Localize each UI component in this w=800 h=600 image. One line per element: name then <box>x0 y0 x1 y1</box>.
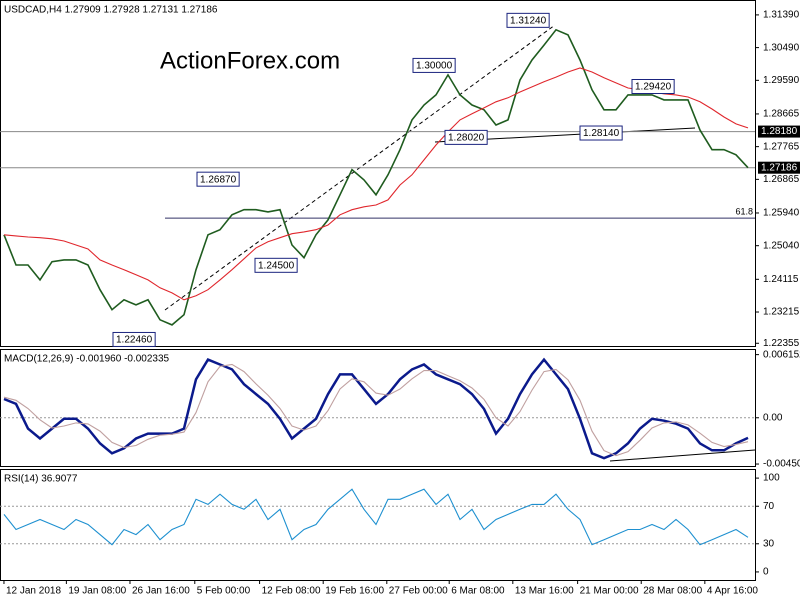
y-tick-label: 100 <box>763 473 780 484</box>
annotation-box <box>112 331 156 347</box>
annotation: 1.31240 <box>506 12 550 28</box>
level-label: 1.28180 <box>761 126 798 137</box>
annotation: 1.26870 <box>196 171 240 187</box>
series-line <box>3 67 749 301</box>
annotation-label: 1.31240 <box>510 15 547 26</box>
panel-title: MACD(12,26,9) -0.001960 -0.002335 <box>4 354 170 365</box>
annotation-label: 1.28140 <box>583 128 620 139</box>
x-tick-label: 28 Mar 08:00 <box>643 586 702 597</box>
y-tick-label: 1.30490 <box>763 42 800 53</box>
trend-line <box>609 449 756 462</box>
annotation: 1.28020 <box>444 129 488 145</box>
series-line <box>3 357 749 460</box>
x-tick-label: 6 Mar 08:00 <box>451 586 505 597</box>
y-tick-label: 1.28665 <box>763 109 800 120</box>
annotation: 1.22460 <box>112 331 156 347</box>
x-tick-label: 13 Mar 16:00 <box>515 586 574 597</box>
annotation-box <box>412 57 456 73</box>
panel-title: RSI(14) 36.9077 <box>4 474 78 485</box>
x-tick-label: 19 Feb 16:00 <box>325 586 384 597</box>
series-line <box>3 363 749 457</box>
level-label: 1.27186 <box>761 162 798 173</box>
annotation-box <box>631 79 675 94</box>
x-tick-label: 12 Jan 2018 <box>6 586 61 597</box>
y-tick-label: 1.25940 <box>763 208 800 219</box>
annotation-label: 1.29420 <box>635 82 672 93</box>
annotation-label: 1.28020 <box>448 133 485 144</box>
x-tick-label: 21 Mar 00:00 <box>580 586 639 597</box>
panel-frame <box>0 469 756 581</box>
level-label-box <box>758 161 800 174</box>
y-tick-label: 30 <box>763 538 775 549</box>
x-tick-label: 26 Jan 16:00 <box>132 586 190 597</box>
y-tick-label: 1.31390 <box>763 10 800 21</box>
annotation-label: 1.24500 <box>258 260 295 271</box>
y-tick-label: 1.23215 <box>763 307 800 318</box>
annotation-box <box>196 171 240 187</box>
annotation: 1.29420 <box>631 79 675 94</box>
x-tick-label: 27 Feb 00:00 <box>389 586 448 597</box>
y-tick-label: 1.24115 <box>763 274 799 285</box>
level-label-box <box>758 125 800 138</box>
y-tick-label: 0.00 <box>763 412 783 423</box>
y-tick-label: 1.27765 <box>763 141 800 152</box>
panel-title: USDCAD,H4 1.27909 1.27928 1.27131 1.2718… <box>4 5 218 16</box>
series-line <box>3 28 749 326</box>
x-tick-label: 5 Feb 00:00 <box>197 586 251 597</box>
annotation-label: 1.26870 <box>200 174 237 185</box>
y-tick-label: 1.29590 <box>763 75 800 86</box>
y-tick-label: 0.006152 <box>763 349 800 360</box>
annotation-box <box>254 257 298 273</box>
y-tick-label: 0 <box>763 567 769 578</box>
x-tick-label: 12 Feb 08:00 <box>262 586 321 597</box>
y-tick-label: 1.22355 <box>763 338 800 349</box>
fib-label: 61.8 <box>735 206 753 216</box>
y-tick-label: 1.25040 <box>763 240 800 251</box>
panel-frame <box>0 0 756 347</box>
annotation: 1.24500 <box>254 257 298 273</box>
series-line <box>3 488 749 546</box>
annotation-label: 1.30000 <box>416 61 453 72</box>
watermark: ActionForex.com <box>160 47 340 74</box>
y-tick-label: 1.26865 <box>763 174 800 185</box>
annotation-box <box>579 125 623 141</box>
annotation-label: 1.22460 <box>116 335 153 346</box>
y-tick-label: -0.004509 <box>763 459 800 470</box>
annotation: 1.28140 <box>579 125 623 141</box>
annotation-box <box>506 12 550 28</box>
annotation-box <box>444 129 488 145</box>
x-tick-label: 4 Apr 16:00 <box>707 586 759 597</box>
x-tick-label: 19 Jan 08:00 <box>68 586 126 597</box>
annotation: 1.30000 <box>412 57 456 73</box>
panel-frame <box>0 349 756 467</box>
y-tick-label: 70 <box>763 501 775 512</box>
